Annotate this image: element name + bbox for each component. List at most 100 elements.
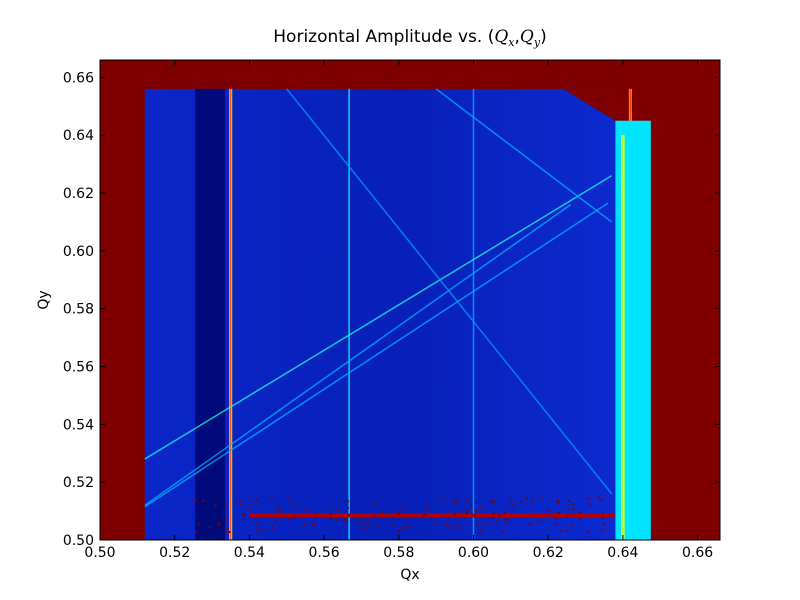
speckle (578, 511, 581, 514)
speckle (247, 507, 250, 510)
speckle (441, 498, 444, 501)
speckle (506, 510, 509, 513)
speckle (537, 519, 540, 522)
speckle (329, 517, 332, 520)
speckle (481, 506, 484, 509)
speckle (302, 523, 305, 526)
speckle (480, 529, 483, 532)
x-tick-label: 0.54 (234, 545, 265, 561)
speckle (492, 500, 495, 503)
speckle (376, 525, 379, 528)
speckle (363, 528, 366, 531)
speckle (556, 501, 559, 504)
speckle (555, 517, 558, 520)
corner-saturation (563, 88, 616, 121)
speckle (263, 528, 266, 531)
speckle (347, 506, 350, 509)
speckle (453, 526, 456, 529)
speckle (506, 521, 509, 524)
speckle (381, 510, 384, 513)
speckle (255, 499, 258, 502)
right-band (615, 120, 651, 540)
title-open-paren: ( (488, 27, 495, 47)
speckle (504, 518, 507, 521)
speckle (249, 499, 252, 502)
speckle (193, 499, 196, 502)
y-tick-label: 0.54 (63, 417, 94, 433)
speckle (343, 519, 346, 522)
x-tick-label: 0.64 (607, 545, 638, 561)
speckle (373, 514, 376, 517)
y-tick-label: 0.50 (63, 533, 94, 549)
speckle (510, 498, 513, 501)
speckle (424, 513, 427, 516)
x-tick-label: 0.52 (159, 545, 190, 561)
speckle (465, 511, 468, 514)
speckle (426, 506, 429, 509)
speckle (356, 516, 359, 519)
speckle (336, 517, 339, 520)
speckle (305, 508, 308, 511)
speckle (363, 520, 366, 523)
y-tick-label: 0.62 (63, 186, 94, 202)
speckle (404, 525, 407, 528)
chart-title: Horizontal Amplitude vs. (Qx,Qy) (273, 27, 546, 49)
speckle (295, 506, 298, 509)
speckle (568, 499, 571, 502)
speckle (226, 527, 229, 530)
speckle (312, 523, 315, 526)
speckle (194, 499, 197, 502)
speckle (567, 507, 570, 510)
speckle (224, 504, 227, 507)
speckle (256, 520, 259, 523)
speckle (507, 516, 510, 519)
speckle (579, 517, 582, 520)
speckle (256, 528, 259, 531)
speckle (601, 528, 604, 531)
speckle (497, 514, 500, 517)
speckle (453, 501, 456, 504)
speckle (493, 512, 496, 515)
speckle (397, 514, 400, 517)
speckle (337, 509, 340, 512)
speckle (446, 523, 449, 526)
plot-frame (99, 59, 721, 541)
speckle (503, 512, 506, 515)
x-axis: 0.50 0.52 0.54 0.56 0.58 0.60 0.62 0.64 0.66 (84, 60, 713, 561)
speckle (465, 513, 468, 516)
resonance-line-d-7 (286, 88, 613, 495)
title-qx-sub: x (508, 36, 515, 49)
x-tick-label: 0.58 (383, 545, 414, 561)
x-tick-label: 0.66 (682, 545, 713, 561)
speckle (501, 530, 504, 533)
speckle (214, 504, 217, 507)
speckle (289, 517, 292, 520)
speckle (560, 530, 563, 533)
title-prefix: Horizontal Amplitude vs. (273, 27, 487, 47)
speckle (457, 511, 460, 514)
speckle (491, 516, 494, 519)
resonance-lines (144, 60, 720, 540)
speckle (464, 516, 467, 519)
speckle (525, 497, 528, 500)
y-tick-label: 0.64 (63, 128, 94, 144)
speckle (557, 499, 560, 502)
resonance-line-d-5 (144, 202, 609, 508)
speckle (466, 509, 469, 512)
speckle (279, 510, 282, 513)
x-tick-label: 0.56 (309, 545, 340, 561)
resonance-line-d-8 (435, 88, 613, 223)
speckle (270, 497, 273, 500)
speckle (587, 530, 590, 533)
speckle (434, 519, 437, 522)
speckle (366, 524, 369, 527)
speckle (425, 507, 428, 510)
speckle (490, 500, 493, 503)
x-tick-label: 0.62 (533, 545, 564, 561)
speckle (346, 519, 349, 522)
speckle (474, 515, 477, 518)
speckle (347, 500, 350, 503)
speckle (602, 523, 605, 526)
speckle (421, 514, 424, 517)
